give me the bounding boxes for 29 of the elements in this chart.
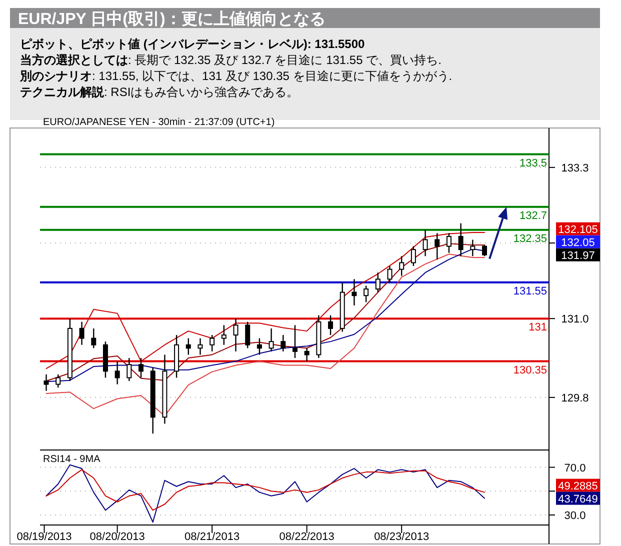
ref-line-label: 131 [528, 322, 547, 334]
ref-line-label: 132.7 [519, 210, 547, 222]
text: ピボット、ピボット値 (インバレデーション・レベル): 131.5500 [20, 37, 366, 51]
x-tick-label: 08/22/2013 [279, 531, 334, 543]
text: 当方の選択としては: 長期で 132.35 及び 132.7 を目途に 131.55 で、買い持ち. [20, 53, 442, 67]
y-tick-label: 129.8 [561, 392, 589, 404]
x-tick-label: 08/23/2013 [374, 531, 430, 543]
chart-title: EURO/JAPANESE YEN - 30min - 21:37:09 (UTC+1) [43, 117, 275, 128]
y-tick-label: 70.0 [564, 462, 586, 474]
text: EUR/JPY 日中(取引)：更に上値傾向となる [18, 10, 326, 28]
ref-line-label: 132.35 [513, 232, 547, 245]
y-tick-label: 30.0 [564, 510, 586, 522]
x-tick-label: 08/21/2013 [184, 531, 240, 543]
text: テクニカル解説: RSIはもみ合いから強含みである。 [20, 85, 299, 99]
ref-line-label: 133.5 [519, 157, 547, 170]
ref-line-label: 130.35 [513, 364, 547, 376]
text: 別のシナリオ: 131.55, 以下では、131 及び 130.35 を目途に更に下値をうかがう. [19, 69, 452, 83]
y-tick-label: 133.3 [561, 162, 589, 174]
x-tick-label: 08/19/2013 [16, 531, 72, 543]
ref-line-label: 131.55 [513, 285, 547, 298]
text: 132.05 [561, 236, 595, 249]
line-series [46, 469, 486, 511]
chart-title: RSI14 - 9MA [43, 454, 101, 465]
text: 131.97 [561, 250, 595, 262]
line-series [46, 232, 486, 370]
line-series [46, 254, 486, 416]
line-series [46, 464, 486, 523]
y-tick-label: 131.0 [561, 314, 589, 326]
x-tick-label: 08/20/2013 [90, 531, 145, 543]
